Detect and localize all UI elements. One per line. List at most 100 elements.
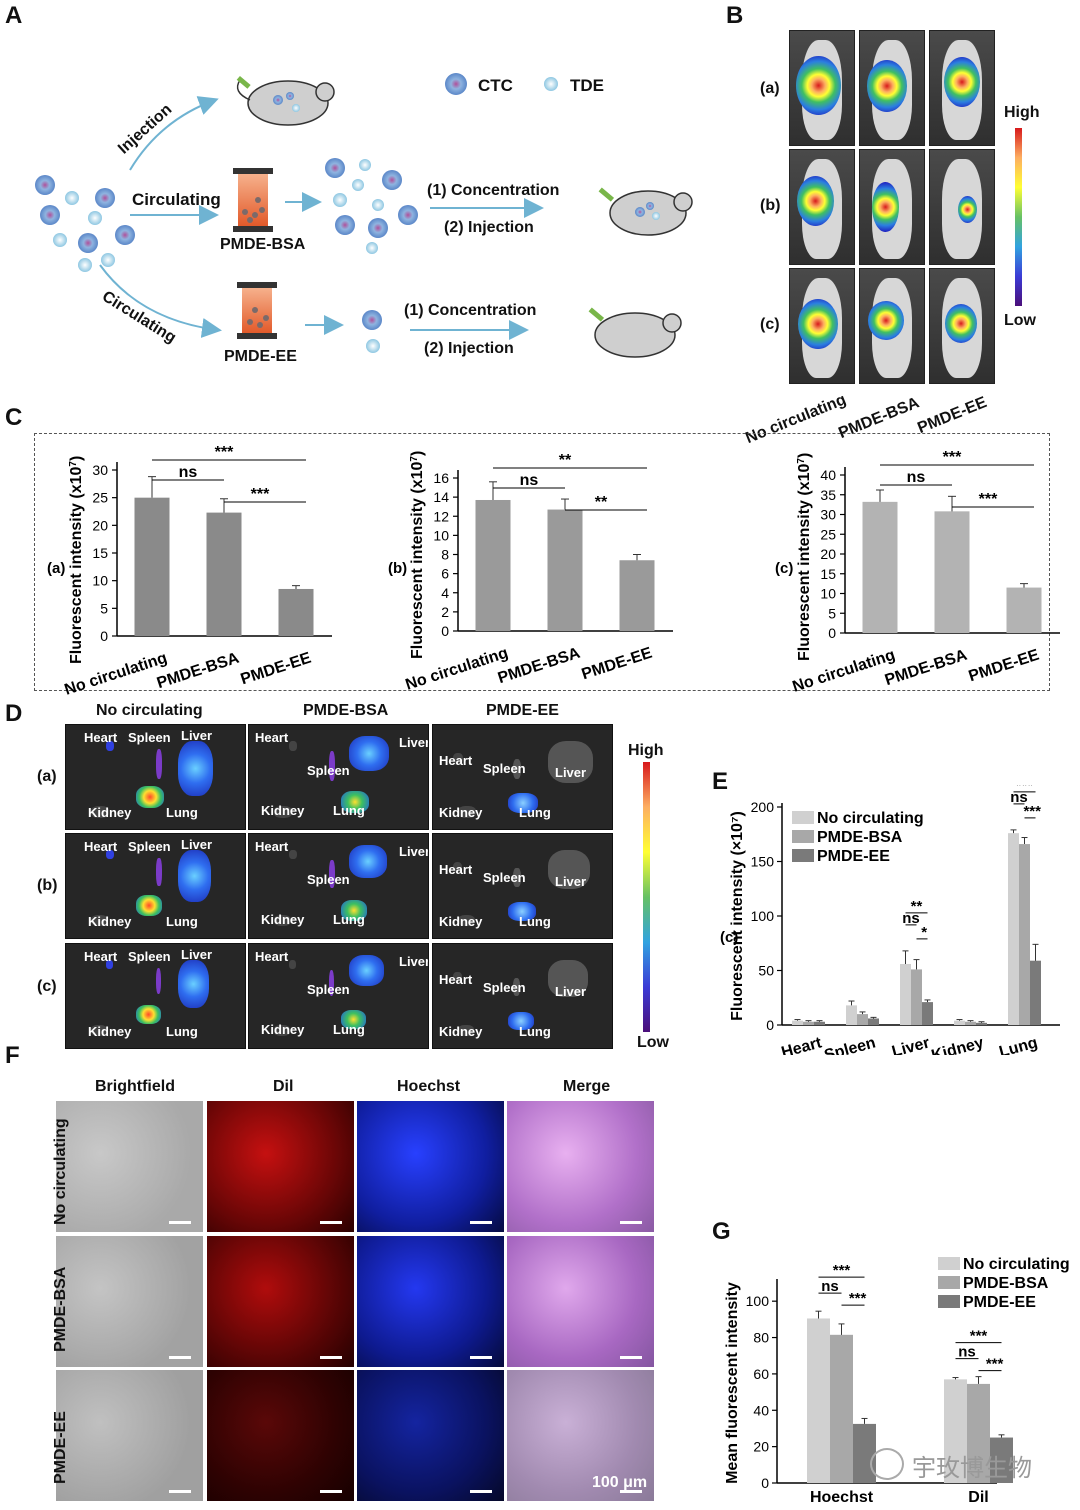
y-tick-label: 8	[441, 547, 449, 563]
legend-label: PMDE-BSA	[963, 1275, 1049, 1292]
organ-signal	[453, 862, 463, 874]
scale-bar	[320, 1490, 342, 1493]
step-concentration-2: (1) Concentration	[404, 302, 537, 319]
significance-label: ***	[986, 1356, 1004, 1373]
y-tick-label: 0	[761, 1475, 769, 1491]
organ-label-heart: Heart	[84, 839, 118, 854]
significance-label: **	[911, 898, 923, 915]
y-tick-label: 5	[828, 605, 836, 621]
x-tick-label: Heart	[780, 1034, 825, 1055]
bar	[547, 509, 583, 631]
y-tick-label: 5	[100, 600, 108, 616]
organ-signal	[458, 806, 476, 818]
organ-signal	[513, 978, 521, 996]
f-microscopy-image	[56, 1236, 203, 1367]
b-mouse-image	[789, 30, 855, 146]
organ-label-kidney: Kidney	[439, 805, 483, 820]
legend-label: No circulating	[817, 810, 924, 827]
bar	[475, 499, 511, 631]
x-tick-label: Spleen	[822, 1034, 877, 1055]
organ-signal	[136, 1005, 161, 1025]
organ-signal	[274, 915, 291, 927]
bar	[619, 560, 655, 631]
organ-label-kidney: Kidney	[261, 1022, 305, 1037]
y-axis-label: Fluorescent intensity (x107)	[796, 453, 814, 661]
d-organ-image: Heart Liver Spleen Kidney Lung	[248, 724, 429, 830]
ctc-legend-icon	[445, 73, 467, 95]
scale-bar	[470, 1221, 492, 1224]
y-tick-label: 80	[753, 1330, 769, 1346]
f-microscopy-image	[207, 1101, 354, 1232]
b-colorbar	[1015, 128, 1022, 306]
y-tick-label: 150	[751, 854, 775, 870]
x-tick-label: Kidney	[930, 1034, 986, 1055]
f-microscopy-image	[357, 1236, 504, 1367]
organ-signal	[178, 960, 209, 1009]
organ-signal	[548, 741, 593, 783]
chart-panel-label: (a)	[47, 560, 65, 577]
y-tick-label: 15	[92, 545, 108, 561]
organ-signal	[136, 786, 164, 808]
organ-label-spleen: Spleen	[483, 761, 526, 776]
f-row-pmde-ee: PMDE-EE	[52, 1411, 69, 1484]
pmde-ee-device-icon	[237, 282, 277, 339]
circulating-label-1: Circulating	[132, 190, 221, 209]
mouse-icon-bottom	[588, 307, 682, 358]
organ-signal	[508, 1012, 535, 1030]
y-tick-label: 6	[441, 566, 449, 582]
significance-label: ***	[970, 1328, 988, 1345]
fluorescence-signal	[944, 57, 980, 108]
mouse-icon-top	[236, 75, 335, 126]
bar	[976, 1022, 987, 1025]
organ-label-liver: Liver	[181, 947, 213, 962]
y-tick-label: 10	[820, 586, 836, 602]
b-high-label: High	[1004, 104, 1040, 121]
significance-label: **	[595, 494, 608, 511]
organ-signal	[329, 860, 335, 889]
bar	[857, 1014, 868, 1025]
d-low-label: Low	[637, 1034, 669, 1051]
bar	[1006, 587, 1042, 633]
organ-signal	[341, 791, 369, 813]
mouse-icon-middle	[598, 187, 693, 236]
bar	[967, 1383, 990, 1483]
bar	[862, 501, 898, 633]
f-microscopy-image	[507, 1236, 654, 1367]
chart-panel-label: (b)	[388, 560, 407, 577]
organ-label-spleen: Spleen	[128, 949, 171, 964]
f-microscopy-image	[207, 1370, 354, 1501]
fluorescence-signal	[872, 181, 900, 233]
organ-label-kidney: Kidney	[261, 803, 305, 818]
d-organ-image: Heart Spleen Liver Kidney Lung	[432, 833, 613, 939]
x-tick-label: PMDE-BSA	[496, 645, 583, 688]
d-organ-image: Heart Spleen Liver Kidney Lung	[65, 833, 246, 939]
organ-signal	[508, 902, 537, 921]
b-mouse-image	[929, 149, 995, 265]
x-tick-label: PMDE-EE	[580, 645, 655, 684]
x-tick-label: PMDE-EE	[967, 647, 1042, 686]
panel-letter-f: F	[5, 1042, 20, 1069]
fluorescence-signal	[798, 298, 838, 349]
significance-label: ***	[979, 491, 998, 508]
panel-c-frame	[34, 433, 1050, 691]
organ-label-lung: Lung	[166, 914, 198, 929]
organ-signal	[106, 960, 114, 969]
legend-swatch	[938, 1257, 960, 1270]
d-organ-image: Heart Spleen Liver Kidney Lung	[65, 943, 246, 1049]
x-tick-label: PMDE-BSA	[155, 650, 242, 693]
f-col-brightfield: Brightfield	[95, 1078, 175, 1095]
f-row-pmde-bsa: PMDE-BSA	[52, 1266, 69, 1352]
organ-signal	[458, 915, 475, 927]
organ-label-spleen: Spleen	[307, 982, 350, 997]
x-tick-label: Lung	[997, 1034, 1039, 1055]
panel-a-schematic	[35, 73, 693, 358]
y-axis-label: Mean fluorescent intensity	[724, 1282, 741, 1484]
fluorescence-signal	[796, 56, 842, 116]
legend-label: No circulating	[963, 1256, 1070, 1273]
d-organ-image: Heart Liver Spleen Kidney Lung	[248, 943, 429, 1049]
organ-label-kidney: Kidney	[88, 914, 132, 929]
f-microscopy-image	[56, 1370, 203, 1501]
organ-signal	[91, 1025, 107, 1036]
y-tick-label: 50	[758, 963, 774, 979]
